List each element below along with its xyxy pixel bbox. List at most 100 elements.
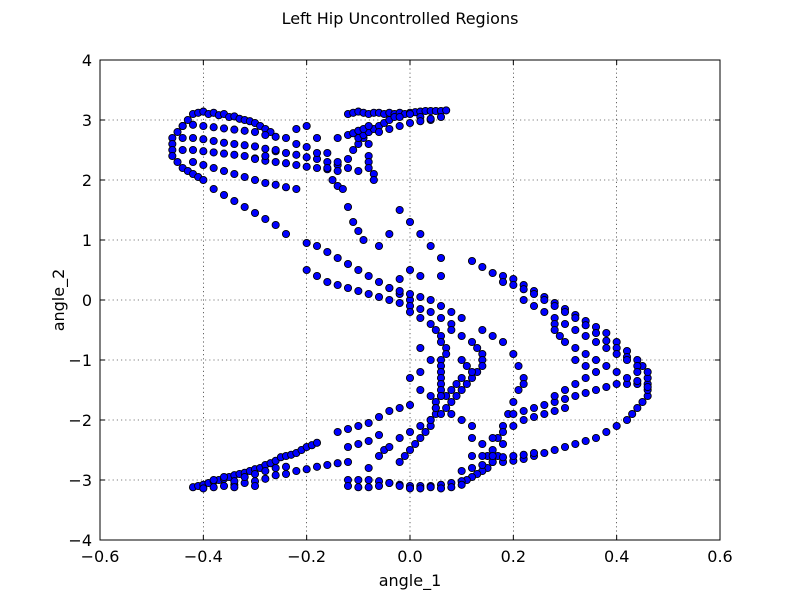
scatter-point	[261, 214, 270, 224]
scatter-point	[488, 268, 497, 278]
scatter-point	[540, 295, 549, 305]
scatter-point	[581, 436, 590, 446]
scatter-point	[416, 484, 425, 493]
scatter-point	[550, 391, 559, 401]
scatter-point	[261, 178, 270, 188]
scatter-point	[281, 159, 291, 168]
scatter-point	[447, 325, 456, 335]
scatter-point	[271, 463, 280, 473]
scatter-point	[457, 313, 466, 323]
scatter-point	[447, 307, 456, 317]
scatter-point	[612, 349, 621, 359]
x-tick-label: 0.0	[397, 547, 422, 566]
scatter-point	[364, 163, 373, 173]
scatter-point	[571, 355, 580, 365]
scatter-point	[602, 382, 611, 392]
scatter-point	[395, 205, 404, 215]
scatter-point	[457, 466, 466, 476]
scatter-point	[643, 367, 652, 377]
scatter-point	[411, 439, 420, 449]
scatter-point	[478, 460, 487, 470]
scatter-point	[602, 336, 611, 345]
scatter-point	[643, 382, 652, 392]
scatter-point	[209, 163, 218, 173]
y-tick-label: −1	[68, 351, 92, 370]
scatter-point	[374, 277, 384, 287]
scatter-point	[550, 325, 559, 335]
scatter-point	[436, 313, 446, 323]
scatter-point	[261, 466, 270, 476]
scatter-point	[581, 388, 590, 398]
scatter-point	[209, 148, 218, 157]
scatter-point	[529, 448, 539, 458]
scatter-point	[343, 163, 353, 173]
scatter-point	[374, 451, 384, 461]
scatter-point	[354, 265, 363, 275]
scatter-point	[421, 427, 430, 437]
scatter-point	[312, 163, 322, 173]
scatter-point	[354, 166, 363, 176]
scatter-point	[519, 285, 528, 294]
scatter-point	[447, 409, 456, 419]
scatter-point	[560, 319, 570, 329]
scatter-point	[364, 121, 373, 131]
scatter-point	[354, 226, 363, 236]
axis-ticks: −0.6 −0.4 −0.2 0.0 0.2 0.4 0.6 −4 −3 −2 −1 0 1 2 3 4	[68, 51, 732, 566]
scatter-point	[188, 133, 198, 143]
scatter-point	[571, 325, 580, 335]
scatter-point	[219, 166, 229, 176]
scatter-point	[591, 355, 601, 365]
scatter-point	[467, 451, 477, 461]
scatter-point	[519, 406, 528, 416]
scatter-point	[292, 184, 301, 194]
scatter-point	[591, 385, 601, 395]
scatter-point	[292, 466, 301, 476]
scatter-point	[560, 394, 570, 404]
scatter-point	[230, 139, 239, 149]
scatter-point	[405, 373, 415, 383]
scatter-point	[457, 480, 466, 489]
x-tick-label: −0.6	[81, 547, 120, 566]
scatter-point	[230, 125, 239, 134]
scatter-point	[178, 121, 187, 131]
scatter-point	[560, 307, 570, 317]
scatter-point	[436, 271, 446, 281]
scatter-point	[400, 451, 409, 461]
scatter-point	[261, 144, 270, 153]
scatter-point	[333, 459, 342, 468]
scatter-point	[571, 313, 580, 323]
scatter-point	[467, 433, 477, 443]
scatter-point	[416, 385, 425, 395]
scatter-point	[199, 484, 208, 493]
scatter-point	[447, 483, 456, 492]
scatter-point	[385, 124, 394, 134]
scatter-point	[230, 169, 239, 179]
x-tick-label: −0.2	[287, 547, 326, 566]
y-axis-label: angle_2	[49, 269, 69, 332]
scatter-point	[271, 157, 280, 167]
scatter-point	[209, 123, 218, 132]
y-tick-label: 0	[82, 291, 92, 310]
scatter-point	[333, 253, 342, 263]
scatter-point	[405, 484, 415, 493]
grid	[100, 60, 720, 540]
scatter-point	[281, 469, 291, 479]
scatter-point	[385, 295, 394, 305]
scatter-point	[452, 391, 461, 401]
scatter-point	[395, 121, 404, 131]
scatter-point	[178, 133, 187, 143]
scatter-point	[473, 343, 482, 353]
y-tick-label: 2	[82, 171, 92, 190]
scatter-point	[519, 450, 528, 459]
scatter-point	[457, 385, 466, 395]
scatter-point	[457, 355, 466, 365]
scatter-point	[302, 121, 311, 131]
scatter-point	[550, 406, 559, 416]
scatter-point	[240, 141, 249, 150]
scatter-point	[240, 172, 249, 182]
scatter-point	[385, 229, 394, 239]
scatter-point	[405, 109, 415, 119]
scatter-point	[560, 385, 570, 395]
scatter-point	[219, 149, 229, 158]
